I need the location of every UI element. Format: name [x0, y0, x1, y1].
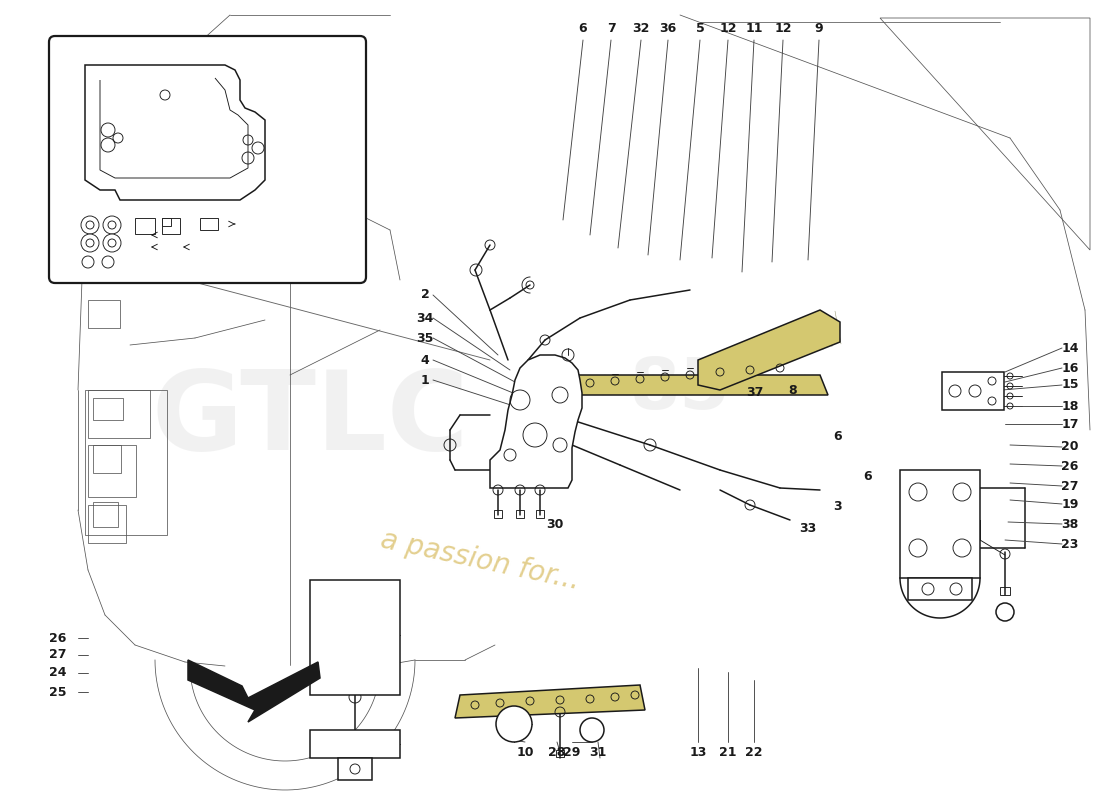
Circle shape: [496, 706, 532, 742]
Circle shape: [82, 256, 94, 268]
Text: 1: 1: [420, 374, 429, 386]
FancyBboxPatch shape: [50, 36, 366, 283]
Text: 21: 21: [719, 746, 737, 758]
Text: 34: 34: [416, 311, 433, 325]
Bar: [494, 510, 502, 518]
Polygon shape: [455, 685, 645, 718]
Polygon shape: [568, 375, 828, 395]
Bar: [94, 398, 123, 420]
Bar: [85, 390, 167, 535]
Circle shape: [81, 234, 99, 252]
Bar: [365, 585, 385, 605]
Text: 26: 26: [50, 631, 67, 645]
Text: 27: 27: [50, 649, 67, 662]
Text: 15: 15: [1062, 378, 1079, 391]
Text: 14: 14: [1062, 342, 1079, 354]
Polygon shape: [85, 65, 265, 200]
Text: 10: 10: [516, 746, 534, 758]
Polygon shape: [490, 355, 582, 488]
Text: 3: 3: [834, 499, 843, 513]
Polygon shape: [698, 310, 840, 390]
Text: 16: 16: [1062, 362, 1079, 374]
Bar: [310, 580, 400, 695]
Text: 11: 11: [746, 22, 762, 34]
Text: GTLC: GTLC: [152, 366, 469, 474]
Text: 37: 37: [746, 386, 763, 398]
Bar: [315, 585, 336, 605]
Bar: [94, 502, 118, 527]
Polygon shape: [188, 660, 320, 722]
Bar: [162, 218, 180, 234]
Text: 8: 8: [789, 385, 797, 398]
Text: 12: 12: [719, 22, 737, 34]
Circle shape: [102, 256, 114, 268]
Text: 28: 28: [548, 746, 565, 758]
Text: 22: 22: [746, 746, 762, 758]
Text: 7: 7: [606, 22, 615, 34]
Bar: [556, 750, 564, 757]
Bar: [1000, 587, 1010, 595]
Text: 2: 2: [420, 289, 429, 302]
Text: 39: 39: [54, 266, 70, 278]
Circle shape: [81, 216, 99, 234]
Text: 20: 20: [1062, 441, 1079, 454]
Text: 6: 6: [864, 470, 872, 482]
Bar: [88, 445, 136, 497]
Bar: [94, 445, 121, 473]
Text: 6: 6: [579, 22, 587, 34]
Bar: [942, 372, 1004, 410]
Text: 17: 17: [1062, 418, 1079, 430]
Text: 18: 18: [1062, 399, 1079, 413]
Text: 30: 30: [547, 518, 563, 530]
Text: 13: 13: [690, 746, 706, 758]
Bar: [88, 505, 126, 543]
Text: 9: 9: [815, 22, 823, 34]
Circle shape: [103, 234, 121, 252]
Circle shape: [996, 603, 1014, 621]
Text: 32: 32: [632, 22, 650, 34]
Bar: [900, 470, 980, 578]
Text: 85: 85: [629, 355, 730, 425]
Bar: [516, 510, 524, 518]
Text: a passion for...: a passion for...: [377, 526, 582, 594]
Text: 39: 39: [54, 232, 73, 246]
Circle shape: [580, 718, 604, 742]
Text: 6: 6: [834, 430, 843, 442]
Circle shape: [103, 216, 121, 234]
Text: 5: 5: [695, 22, 704, 34]
Bar: [135, 218, 155, 234]
Text: 26: 26: [1062, 459, 1079, 473]
Text: 4: 4: [420, 354, 429, 366]
Text: 27: 27: [1062, 479, 1079, 493]
Text: 33: 33: [800, 522, 816, 534]
Text: 29: 29: [563, 746, 581, 758]
Bar: [162, 218, 170, 226]
Bar: [338, 758, 372, 780]
Bar: [536, 510, 544, 518]
Bar: [310, 730, 400, 758]
Bar: [88, 300, 120, 328]
Text: 36: 36: [659, 22, 676, 34]
Text: 31: 31: [590, 746, 607, 758]
Bar: [88, 390, 150, 438]
Text: 38: 38: [1062, 518, 1079, 530]
Text: 19: 19: [1062, 498, 1079, 510]
Text: 25: 25: [50, 686, 67, 698]
Text: 12: 12: [774, 22, 792, 34]
Bar: [908, 578, 972, 600]
Text: 23: 23: [1062, 538, 1079, 550]
Text: 24: 24: [50, 666, 67, 679]
Bar: [200, 218, 218, 230]
Text: 35: 35: [416, 331, 433, 345]
Polygon shape: [100, 78, 248, 178]
